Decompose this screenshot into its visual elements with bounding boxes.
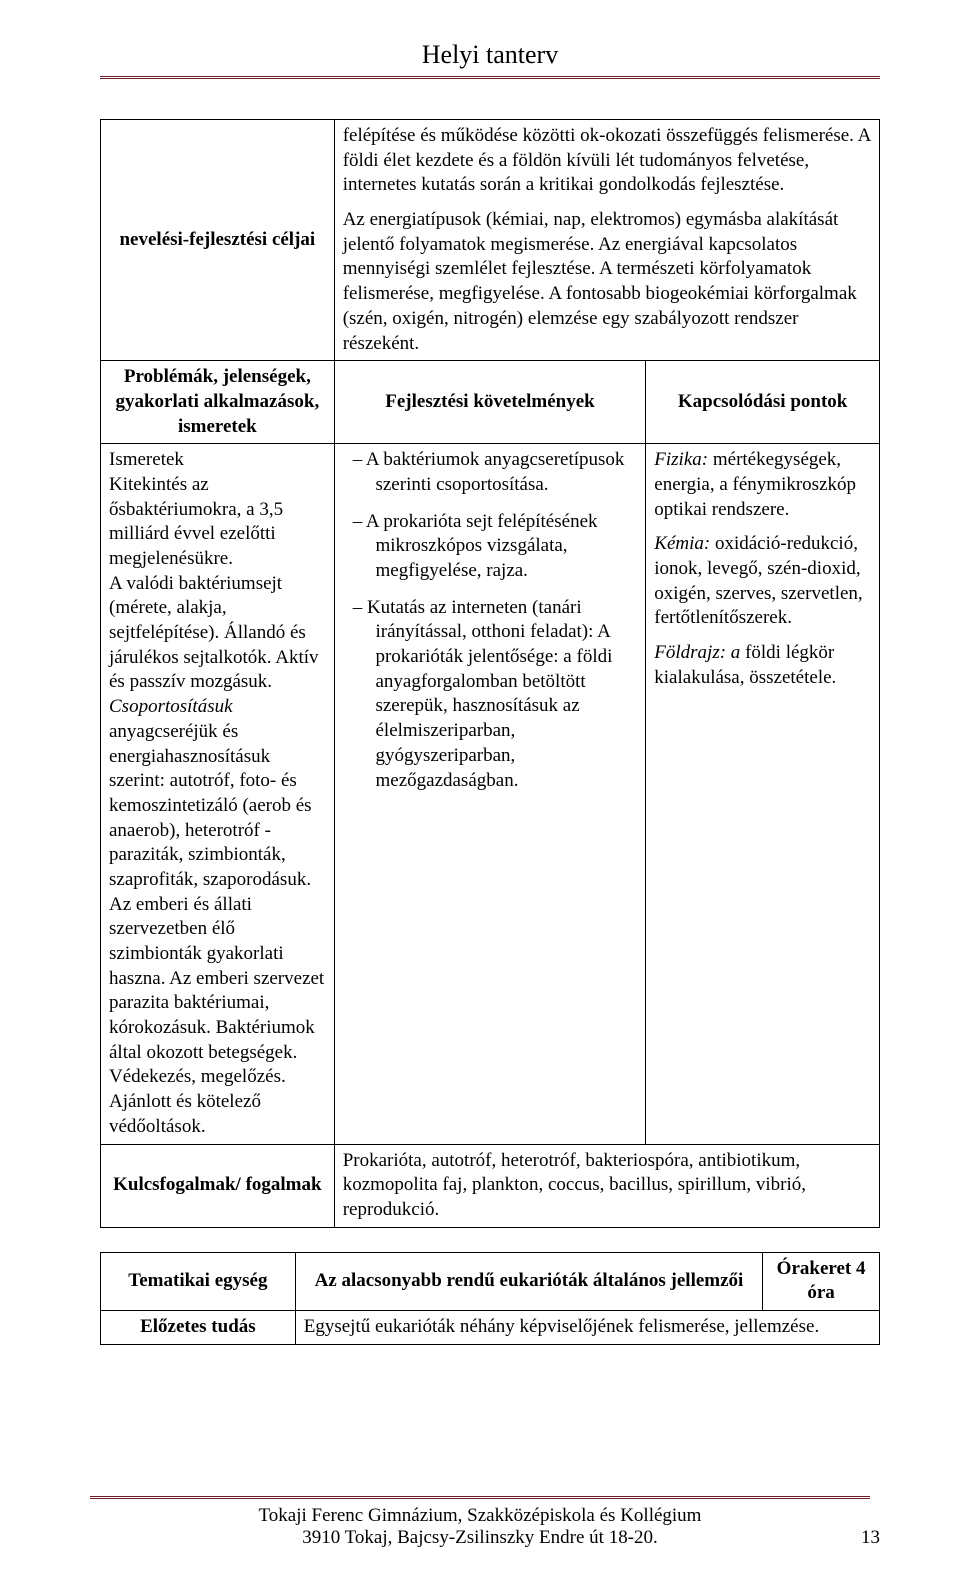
text-block: Ismeretek [109,449,184,470]
hours-label: Órakeret 4 óra [763,1252,880,1310]
footer-rule [90,1496,870,1499]
table-header-row: Problémák, jelenségek, gyakorlati alkalm… [101,361,880,444]
page-title: Helyi tanterv [100,40,880,79]
thematic-unit-title: Az alacsonyabb rendű eukarióták általáno… [295,1252,762,1310]
goals-content: felépítése és működése közötti ok-okozat… [334,120,879,361]
curriculum-table-1: nevelési-fejlesztési céljai felépítése é… [100,119,880,1228]
table-row-keywords: Kulcsfogalmak/ fogalmak Prokarióta, auto… [101,1144,880,1227]
text-italic: Földrajz: a [654,642,740,663]
problems-cell: Ismeretek Kitekintés az ősbaktériumokra,… [101,444,335,1144]
page-footer: Tokaji Ferenc Gimnázium, Szakközépiskola… [0,1496,960,1549]
footer-address: 3910 Tokaj, Bajcsy-Zsilinszky Endre út 1… [0,1527,960,1549]
goals-paragraph-1: felépítése és működése közötti ok-okozat… [343,124,871,198]
page: Helyi tanterv nevelési-fejlesztési célja… [0,0,960,1589]
column-header-problems: Problémák, jelenségek, gyakorlati alkalm… [101,361,335,444]
goals-paragraph-2: Az energiatípusok (kémiai, nap, elektrom… [343,208,871,356]
table-body-row: Ismeretek Kitekintés az ősbaktériumokra,… [101,444,880,1144]
thematic-unit-label: Tematikai egység [101,1252,296,1310]
column-header-connections: Kapcsolódási pontok [646,361,880,444]
table-row: nevelési-fejlesztési céljai felépítése é… [101,120,880,361]
list-item: A baktériumok anyagcseretípusok szerinti… [353,448,638,497]
text-italic: Kémia: [654,533,710,554]
page-number: 13 [861,1527,880,1549]
table-row: Előzetes tudás Egysejtű eukarióták néhán… [101,1310,880,1344]
column-header-development: Fejlesztési követelmények [334,361,646,444]
prior-knowledge-label: Előzetes tudás [101,1310,296,1344]
text-italic: Csoportosításuk [109,696,233,717]
keywords-label: Kulcsfogalmak/ fogalmak [101,1144,335,1227]
table-row: Tematikai egység Az alacsonyabb rendű eu… [101,1252,880,1310]
text-italic: Fizika: [654,449,708,470]
keywords-content: Prokarióta, autotróf, heterotróf, bakter… [334,1144,879,1227]
goals-label: nevelési-fejlesztési céljai [101,120,335,361]
prior-knowledge-content: Egysejtű eukarióták néhány képviselőjéne… [295,1310,879,1344]
list-item: A prokarióta sejt felépítésének mikroszk… [353,510,638,584]
text-block: A valódi baktériumsejt (mérete, alakja, … [109,573,319,693]
list-item: Kutatás az interneten (tanári irányításs… [353,596,638,794]
footer-institution: Tokaji Ferenc Gimnázium, Szakközépiskola… [0,1505,960,1527]
connections-cell: Fizika: mértékegységek, energia, a fénym… [646,444,880,1144]
text-block: anyagcseréjük és energiahasznosításuk sz… [109,721,312,890]
text-block: Az emberi és állati szervezetben élő szi… [109,894,324,1137]
development-cell: A baktériumok anyagcseretípusok szerinti… [334,444,646,1144]
text-block: Kitekintés az ősbaktériumokra, a 3,5 mil… [109,474,283,569]
curriculum-table-2: Tematikai egység Az alacsonyabb rendű eu… [100,1252,880,1345]
